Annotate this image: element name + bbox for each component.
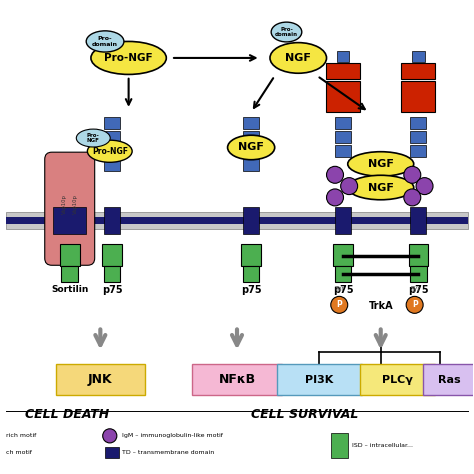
Text: P: P	[412, 301, 418, 310]
FancyBboxPatch shape	[55, 364, 145, 395]
FancyBboxPatch shape	[335, 145, 351, 157]
FancyBboxPatch shape	[333, 244, 353, 266]
FancyBboxPatch shape	[335, 131, 351, 143]
FancyBboxPatch shape	[243, 117, 259, 128]
Text: TrkA: TrkA	[368, 301, 393, 310]
FancyBboxPatch shape	[337, 51, 349, 62]
Text: P: P	[337, 301, 342, 310]
Text: rich motif: rich motif	[6, 433, 36, 438]
Text: p75: p75	[241, 285, 262, 295]
FancyBboxPatch shape	[243, 266, 259, 282]
Ellipse shape	[348, 175, 414, 200]
FancyBboxPatch shape	[401, 63, 436, 79]
Ellipse shape	[87, 140, 132, 162]
FancyBboxPatch shape	[326, 82, 360, 112]
FancyBboxPatch shape	[45, 152, 95, 265]
FancyBboxPatch shape	[105, 447, 119, 458]
FancyBboxPatch shape	[359, 364, 435, 395]
Ellipse shape	[91, 41, 166, 74]
FancyBboxPatch shape	[104, 117, 120, 128]
FancyBboxPatch shape	[104, 266, 120, 282]
Ellipse shape	[270, 43, 327, 73]
Text: CELL SURVIVAL: CELL SURVIVAL	[251, 408, 358, 420]
Text: p75: p75	[333, 285, 353, 295]
Text: NGF: NGF	[368, 159, 394, 169]
FancyBboxPatch shape	[410, 131, 427, 143]
Text: NGF: NGF	[285, 53, 311, 63]
Text: ISD – intracellular...: ISD – intracellular...	[353, 443, 413, 448]
Ellipse shape	[86, 31, 124, 52]
Text: PLCγ: PLCγ	[382, 374, 413, 384]
Circle shape	[327, 189, 344, 206]
Circle shape	[404, 166, 421, 183]
Circle shape	[341, 178, 357, 195]
FancyBboxPatch shape	[104, 207, 120, 234]
FancyBboxPatch shape	[192, 364, 282, 395]
FancyBboxPatch shape	[401, 82, 436, 112]
Circle shape	[327, 166, 344, 183]
Circle shape	[416, 178, 433, 195]
Text: Pro-
domain: Pro- domain	[275, 27, 298, 37]
FancyBboxPatch shape	[243, 131, 259, 143]
Text: JNK: JNK	[88, 373, 113, 386]
Text: Sortilin: Sortilin	[51, 285, 89, 294]
Text: Pro-NGF: Pro-NGF	[104, 53, 153, 63]
FancyBboxPatch shape	[243, 207, 259, 234]
Text: Pro-
NGF: Pro- NGF	[87, 133, 100, 144]
FancyBboxPatch shape	[53, 207, 86, 234]
FancyBboxPatch shape	[410, 207, 427, 234]
FancyBboxPatch shape	[104, 145, 120, 157]
Circle shape	[103, 429, 117, 443]
Text: Tyr: Tyr	[334, 285, 344, 292]
FancyBboxPatch shape	[335, 266, 351, 282]
FancyBboxPatch shape	[104, 131, 120, 143]
Text: Vsp10p: Vsp10p	[73, 194, 78, 214]
Circle shape	[404, 189, 421, 206]
FancyBboxPatch shape	[104, 159, 120, 171]
FancyBboxPatch shape	[241, 244, 261, 266]
Text: Tyr: Tyr	[410, 285, 419, 292]
FancyBboxPatch shape	[102, 244, 122, 266]
Text: NGF: NGF	[368, 182, 394, 192]
Text: p75: p75	[408, 285, 429, 295]
FancyBboxPatch shape	[6, 217, 468, 224]
Ellipse shape	[228, 135, 275, 160]
Circle shape	[331, 296, 348, 313]
FancyBboxPatch shape	[60, 244, 80, 266]
Text: NGF: NGF	[238, 143, 264, 153]
FancyBboxPatch shape	[409, 244, 428, 266]
Text: p75: p75	[102, 285, 122, 295]
Text: ch motif: ch motif	[6, 450, 32, 456]
FancyBboxPatch shape	[243, 145, 259, 157]
FancyBboxPatch shape	[335, 117, 351, 128]
FancyBboxPatch shape	[423, 364, 474, 395]
Text: Vsp10p: Vsp10p	[62, 194, 66, 214]
FancyBboxPatch shape	[410, 266, 427, 282]
Text: IgM – immunoglobulin-like motif: IgM – immunoglobulin-like motif	[121, 433, 222, 438]
FancyBboxPatch shape	[331, 433, 348, 458]
FancyBboxPatch shape	[243, 159, 259, 171]
Text: CELL DEATH: CELL DEATH	[25, 408, 109, 420]
Text: NFκB: NFκB	[219, 373, 255, 386]
Ellipse shape	[348, 152, 414, 176]
FancyBboxPatch shape	[326, 63, 360, 79]
FancyBboxPatch shape	[410, 145, 427, 157]
Ellipse shape	[76, 129, 110, 147]
Text: Ras: Ras	[438, 374, 460, 384]
FancyBboxPatch shape	[410, 117, 427, 128]
Text: PI3K: PI3K	[305, 374, 334, 384]
Ellipse shape	[271, 22, 302, 42]
Text: Pro-
domain: Pro- domain	[92, 36, 118, 47]
FancyBboxPatch shape	[412, 51, 425, 62]
Text: TD – transmembrane domain: TD – transmembrane domain	[121, 450, 214, 456]
FancyBboxPatch shape	[6, 212, 468, 229]
Text: Pro-NGF: Pro-NGF	[92, 147, 128, 156]
Circle shape	[406, 296, 423, 313]
FancyBboxPatch shape	[62, 266, 78, 282]
FancyBboxPatch shape	[277, 364, 362, 395]
FancyBboxPatch shape	[335, 207, 351, 234]
